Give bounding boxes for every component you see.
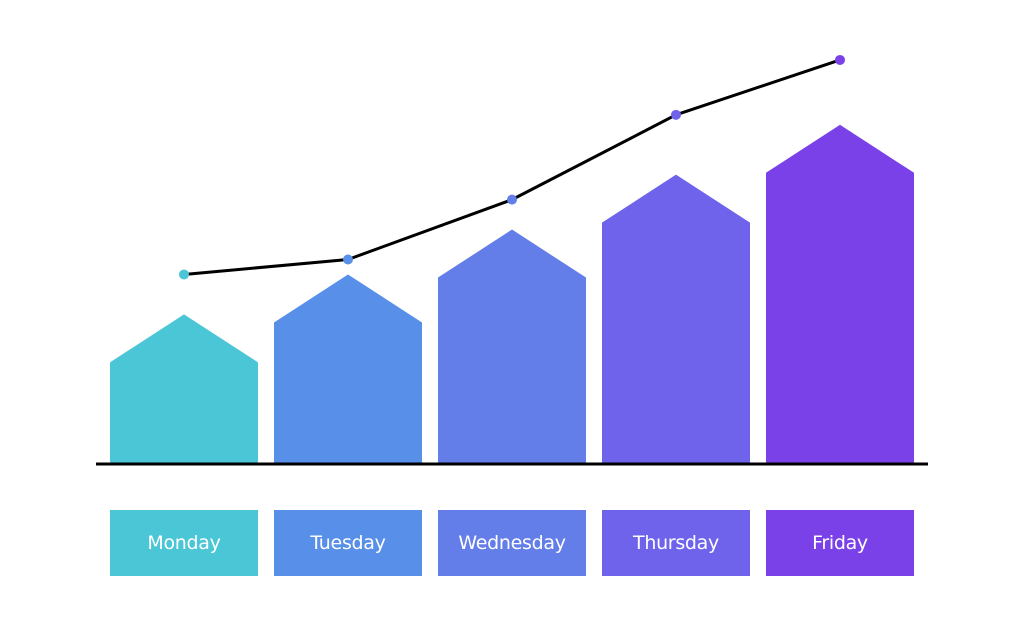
labels-layer: Monday Tuesday Wednesday Thursday Friday <box>110 510 914 576</box>
trend-point-wednesday <box>507 194 517 205</box>
trend-point-friday <box>835 54 845 65</box>
label-box-tuesday <box>274 510 422 576</box>
label-box-friday <box>766 510 914 576</box>
trend-point-tuesday <box>343 254 353 265</box>
bar-wednesday <box>438 229 586 464</box>
x-tick-label-thursday: Thursday <box>632 532 719 554</box>
label-box-wednesday <box>438 510 586 576</box>
line-layer <box>179 54 845 280</box>
x-tick-label-wednesday: Wednesday <box>458 532 565 554</box>
bar-friday <box>766 124 914 465</box>
bar-tuesday <box>274 274 422 464</box>
bar-thursday <box>602 174 750 464</box>
x-tick-label-monday: Monday <box>147 532 220 554</box>
label-box-thursday <box>602 510 750 576</box>
bars-layer <box>110 124 914 465</box>
bar-monday <box>110 314 258 464</box>
label-box-monday <box>110 510 258 576</box>
x-tick-label-tuesday: Tuesday <box>309 532 385 554</box>
x-tick-label-friday: Friday <box>812 532 868 554</box>
trend-point-thursday <box>671 109 681 120</box>
trend-point-monday <box>179 269 189 280</box>
